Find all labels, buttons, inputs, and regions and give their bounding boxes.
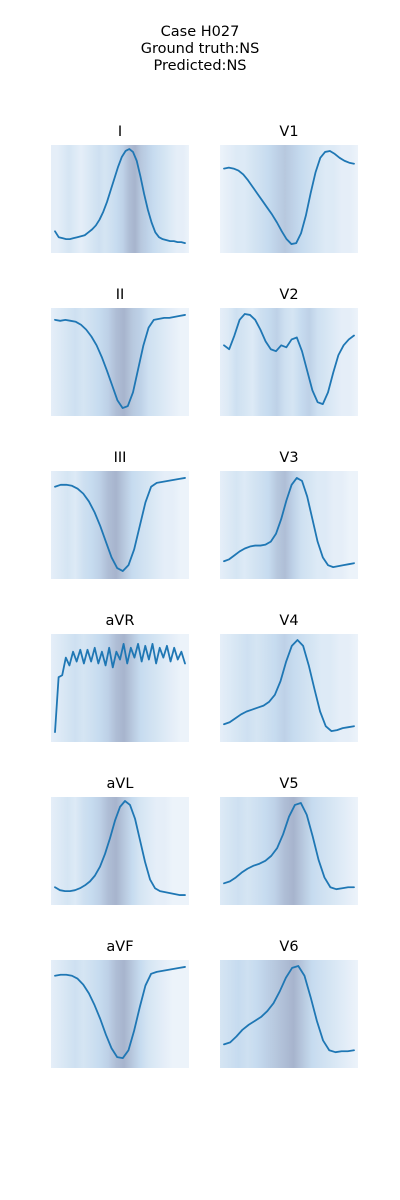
saliency-background-avl (51, 797, 189, 905)
ecg-trace-v2 (223, 313, 355, 406)
lead-panel-v6: V6 (220, 939, 358, 1068)
lead-title-v5: V5 (279, 776, 298, 792)
ecg-trace-avl (54, 800, 186, 896)
lead-panel-avf: aVF (51, 939, 189, 1068)
lead-panel-v5: V5 (220, 776, 358, 905)
lead-panel-avr: aVR (51, 613, 189, 742)
lead-title-v4: V4 (279, 613, 298, 629)
ground-truth-label: Ground truth:NS (141, 41, 260, 57)
ecg-trace-v6 (223, 965, 355, 1054)
saliency-background-iii (51, 471, 189, 579)
lead-panel-v1: V1 (220, 124, 358, 253)
saliency-background-ii (51, 308, 189, 416)
ecg-trace-v5 (223, 802, 355, 891)
lead-title-ii: II (116, 287, 125, 303)
lead-panel-v4: V4 (220, 613, 358, 742)
lead-title-i: I (118, 124, 122, 140)
predicted-label: Predicted:NS (153, 58, 246, 74)
lead-title-avl: aVL (107, 776, 134, 792)
saliency-background-v1 (220, 145, 358, 253)
ecg-trace-avf (54, 966, 186, 1059)
lead-title-v3: V3 (279, 450, 298, 466)
lead-panel-ii: II (51, 287, 189, 416)
ecg-trace-v1 (223, 150, 355, 245)
ecg-trace-avr (54, 642, 186, 733)
lead-title-v2: V2 (279, 287, 298, 303)
saliency-background-avf (51, 960, 189, 1068)
lead-panel-iii: III (51, 450, 189, 579)
ecg-trace-v4 (223, 639, 355, 732)
lead-title-v1: V1 (279, 124, 298, 140)
ecg-trace-ii (54, 314, 186, 409)
case-title: Case H027 (161, 24, 240, 40)
lead-title-avr: aVR (106, 613, 135, 629)
lead-panel-v2: V2 (220, 287, 358, 416)
lead-title-v6: V6 (279, 939, 298, 955)
lead-title-iii: III (114, 450, 127, 466)
ecg-trace-v3 (223, 477, 355, 569)
lead-title-avf: aVF (106, 939, 133, 955)
lead-panel-avl: aVL (51, 776, 189, 905)
saliency-background-v3 (220, 471, 358, 579)
saliency-background-v2 (220, 308, 358, 416)
saliency-background-v6 (220, 960, 358, 1068)
lead-panels: I V1 II V2 III V3 aVR V4 aVL V5 aVF V6 (51, 124, 358, 1068)
ecg-trace-i (54, 148, 186, 244)
figure-header: Case H027 Ground truth:NS Predicted:NS (141, 24, 260, 74)
lead-panel-i: I (51, 124, 189, 253)
lead-panel-v3: V3 (220, 450, 358, 579)
ecg-trace-iii (54, 477, 186, 572)
saliency-background-v4 (220, 634, 358, 742)
